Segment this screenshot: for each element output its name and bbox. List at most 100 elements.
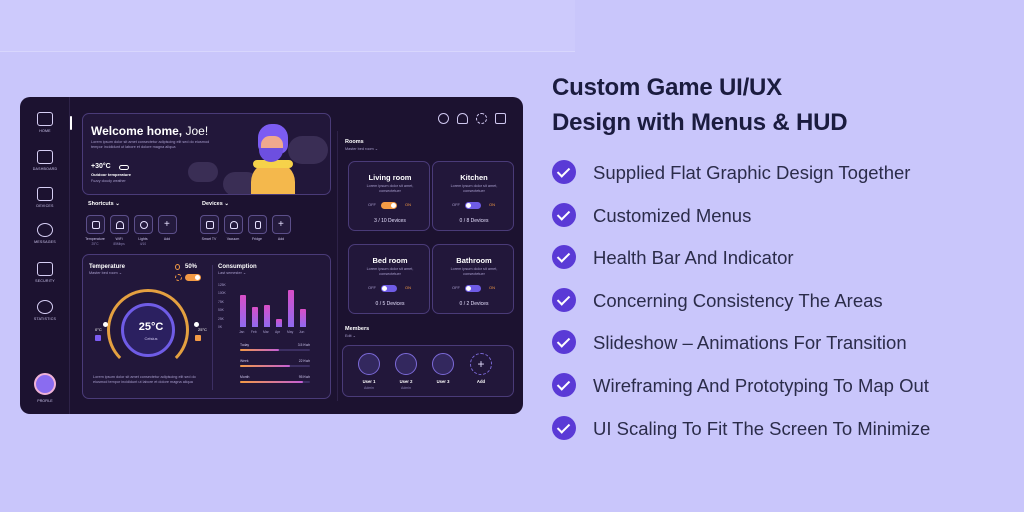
wifi-icon (116, 221, 124, 229)
device-vacuum[interactable] (224, 215, 243, 234)
room-on-label: ON (489, 285, 495, 290)
member-name: User 3 (436, 379, 450, 384)
devices-title: Devices ⌄ (202, 201, 229, 207)
shortcut-label: Temperature (85, 237, 105, 241)
shortcut-label: Lights (138, 237, 148, 241)
y-tick-label: 25K (218, 316, 224, 321)
devices-icon (37, 187, 53, 201)
room-toggle[interactable] (465, 285, 481, 292)
member-name: User 2 (399, 379, 413, 384)
chart-bar (240, 295, 246, 327)
device-fridge[interactable] (248, 215, 267, 234)
gauge-min-handle[interactable] (103, 322, 108, 327)
temperature-room[interactable]: Master bed room ⌄ (89, 271, 122, 275)
device-label: Add (277, 237, 285, 241)
room-on-label: ON (489, 202, 495, 207)
x-tick-label: Feb (251, 330, 257, 334)
room-name: Bed room (372, 256, 408, 265)
sidebar-item-messages[interactable]: MESSAGES (20, 223, 70, 244)
device-label: Smart TV (201, 237, 217, 241)
sun-icon (175, 274, 182, 281)
chart-bar (300, 308, 306, 327)
x-tick-label: May (287, 330, 294, 334)
room-card[interactable]: Kitchen Lorem ipsum dolor sit amet, conse… (432, 161, 514, 231)
member-role: Admin (364, 386, 374, 390)
search-icon[interactable] (438, 113, 449, 124)
room-device-count: 0 / 5 Devices (375, 301, 405, 307)
room-card[interactable]: Living room Lorem ipsum dolor sit amet, c… (348, 161, 430, 231)
room-toggle[interactable] (381, 202, 397, 209)
sidebar-item-label: DEVICES (36, 204, 54, 208)
x-tick-label: Jun (299, 330, 305, 334)
room-desc: Lorem ipsum dolor sit amet, consectetuer (450, 184, 498, 193)
consumption-row-label: Today (240, 343, 250, 347)
consumption-row-label: Week (240, 359, 249, 363)
members-panel: User 1 Admin User 2 Admin User 3 + Add (342, 345, 514, 397)
device-add[interactable]: + (272, 215, 291, 234)
cloud-graphic (188, 162, 218, 182)
consumption-period[interactable]: Last semester ⌄ (218, 271, 247, 275)
room-toggle[interactable] (465, 202, 481, 209)
chart-bar (276, 318, 282, 327)
shortcut-lights[interactable] (134, 215, 153, 234)
feature-text: Wireframing And Prototyping To Map Out (593, 375, 929, 396)
stats-panel: Temperature Master bed room ⌄ 50% 25°C C… (82, 254, 331, 399)
messages-icon (37, 223, 53, 237)
sidebar-item-dashboard[interactable]: DASHBOARD (20, 150, 70, 171)
welcome-panel: Welcome home, Joe! Lorem ipsum dolor sit… (82, 113, 331, 195)
sidebar-item-devices[interactable]: DEVICES (20, 187, 70, 208)
x-tick-label: Apr (275, 330, 281, 334)
room-card[interactable]: Bed room Lorem ipsum dolor sit amet, cons… (348, 244, 430, 314)
room-off-label: OFF (452, 202, 460, 207)
fridge-icon (255, 221, 261, 229)
active-indicator (70, 116, 72, 130)
avatar[interactable] (34, 373, 56, 395)
device-smart-tv[interactable] (200, 215, 219, 234)
bell-icon[interactable] (457, 113, 468, 124)
room-off-label: OFF (452, 285, 460, 290)
feature-text: Slideshow – Animations For Transition (593, 332, 907, 353)
consumption-fill (240, 381, 303, 383)
chart-bar (252, 306, 258, 327)
tv-icon (206, 221, 214, 229)
room-on-label: ON (405, 285, 411, 290)
bulb-icon (140, 221, 148, 229)
temperature-toggle[interactable] (185, 274, 201, 281)
logout-icon[interactable] (495, 113, 506, 124)
scarf-graphic (253, 160, 293, 168)
sidebar-item-security[interactable]: SECURITY (20, 262, 70, 283)
sidebar-item-home[interactable]: HOME (20, 112, 70, 133)
room-device-count: 3 / 10 Devices (374, 218, 406, 224)
feature-text: Concerning Consistency The Areas (593, 290, 883, 311)
consumption-chart: 125K 100K 75K 50K 25K 0K Jan Feb Mar Apr May Jun (218, 281, 323, 339)
shortcut-wifi[interactable] (110, 215, 129, 234)
cloud-graphic (288, 136, 328, 164)
gear-icon[interactable] (476, 113, 487, 124)
shortcut-temperature[interactable] (86, 215, 105, 234)
consumption-fill (240, 349, 279, 351)
home-icon (37, 112, 53, 126)
shortcuts-title: Shortcuts ⌄ (88, 201, 120, 207)
gauge-max-handle[interactable] (194, 322, 199, 327)
sidebar-item-label: DASHBOARD (32, 167, 58, 171)
rooms-subtitle[interactable]: Master bed room ⌄ (345, 147, 378, 151)
temperature-gauge[interactable] (107, 289, 189, 371)
cloud-graphic (223, 172, 259, 194)
outdoor-temp: +30°C (91, 163, 111, 170)
room-toggle[interactable] (381, 285, 397, 292)
feature-text: Supplied Flat Graphic Design Together (593, 162, 911, 183)
members-edit[interactable]: Edit ⌄ (345, 334, 356, 338)
consumption-title: Consumption (218, 264, 257, 270)
rooms-title: Rooms (345, 139, 364, 145)
shortcut-add[interactable]: + (158, 215, 177, 234)
consumption-rows: Today 3.5 Kwh Week 22 Kwh Month 95 Kwh (218, 343, 323, 393)
sidebar-item-statistics[interactable]: STATISTICS (20, 300, 70, 321)
divider (337, 131, 338, 401)
check-circle-icon (552, 373, 576, 397)
check-circle-icon (552, 330, 576, 354)
shortcut-label: Add (163, 237, 171, 241)
room-card[interactable]: Bathroom Lorem ipsum dolor sit amet, cons… (432, 244, 514, 314)
thermometer-icon (92, 221, 100, 229)
outdoor-sub: Fuzzy cloudy weather (91, 179, 126, 183)
room-desc: Lorem ipsum dolor sit amet, consectetuer (366, 267, 414, 276)
